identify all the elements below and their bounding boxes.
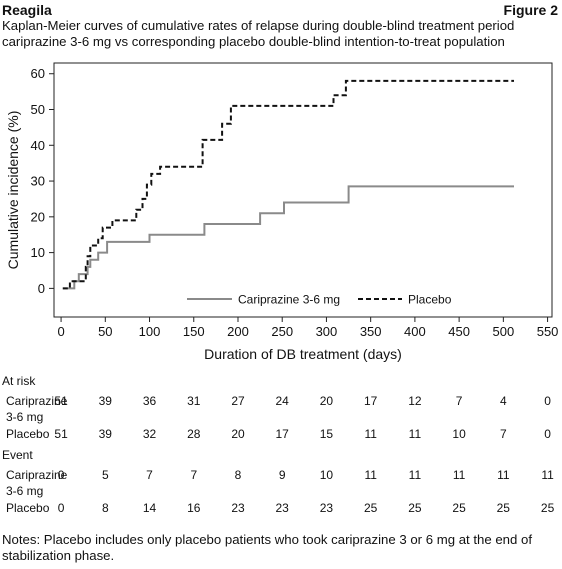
table-cell: 7: [455, 394, 463, 408]
table-cell: 17: [275, 427, 289, 441]
table-cell: 25: [452, 501, 466, 515]
table-cell: 27: [231, 394, 245, 408]
at-risk-header: At risk: [2, 374, 36, 388]
table-cell: 8: [101, 501, 109, 515]
x-tick-label: 50: [98, 324, 112, 339]
table-cell: 39: [98, 394, 112, 408]
table-cell: 36: [142, 394, 157, 408]
table-cell: 9: [278, 468, 286, 482]
x-tick-label: 450: [448, 324, 470, 339]
x-tick-label: 500: [492, 324, 514, 339]
series-line-cariprazine: [62, 185, 514, 290]
row-label: Cariprazine: [6, 468, 68, 482]
x-tick-label: 400: [404, 324, 426, 339]
y-tick-label: 20: [31, 209, 45, 224]
table-cell: 20: [231, 427, 245, 441]
table-cell: 11: [497, 468, 510, 482]
y-tick-label: 30: [31, 174, 45, 189]
x-tick-label: 200: [227, 324, 249, 339]
table-cell: 25: [540, 501, 555, 515]
y-tick-label: 50: [31, 102, 45, 117]
legend-label-cariprazine: Cariprazine 3-6 mg: [238, 293, 340, 307]
table-cell: 14: [142, 501, 157, 515]
y-tick-label: 40: [31, 138, 45, 153]
table-cell: 8: [234, 468, 242, 482]
x-tick-label: 350: [360, 324, 382, 339]
table-cell: 11: [452, 468, 466, 482]
figure-header: Reagila Figure 2: [0, 0, 562, 20]
footnote: Notes: Placebo includes only placebo pat…: [2, 532, 533, 563]
table-cell: 17: [364, 394, 378, 408]
row-label-line2: 3-6 mg: [6, 484, 44, 498]
table-cell: 7: [190, 468, 198, 482]
table-cell: 24: [275, 394, 289, 408]
x-tick-label: 100: [139, 324, 161, 339]
table-cell: 23: [319, 501, 334, 515]
row-label: Placebo: [6, 501, 50, 515]
table-cell: 32: [142, 427, 157, 441]
y-tick-label: 10: [31, 245, 45, 260]
plot-frame: [53, 62, 553, 318]
table-cell: 0: [544, 394, 551, 408]
table-cell: 10: [319, 468, 334, 482]
row-label: Placebo: [6, 427, 50, 441]
y-tick-label: 0: [38, 281, 45, 296]
brand-name: Reagila: [2, 2, 52, 18]
table-cell: 25: [496, 501, 510, 515]
x-tick-label: 550: [537, 324, 559, 339]
event-header: Event: [2, 448, 33, 462]
table-cell: 25: [364, 501, 378, 515]
table-cell: 7: [146, 468, 153, 482]
table-cell: 28: [187, 427, 201, 441]
x-tick-label: 150: [183, 324, 205, 339]
figure-title: Kaplan-Meier curves of cumulative rates …: [2, 18, 515, 49]
legend-label-placebo: Placebo: [408, 293, 452, 307]
x-axis-title: Duration of DB treatment (days): [204, 346, 402, 362]
table-cell: 0: [57, 501, 65, 515]
row-label: Cariprazine: [6, 394, 68, 408]
table-cell: 12: [408, 394, 422, 408]
table-cell: 0: [57, 468, 65, 482]
table-cell: 11: [408, 427, 422, 441]
figure-number: Figure 2: [503, 2, 558, 18]
table-cell: 0: [544, 427, 551, 441]
table-cell: 23: [275, 501, 289, 515]
table-cell: 31: [187, 394, 201, 408]
table-cell: 11: [364, 468, 377, 482]
x-tick-label: 300: [316, 324, 338, 339]
x-tick-label: 250: [271, 324, 293, 339]
table-cell: 15: [319, 427, 334, 441]
table-cell: 20: [319, 394, 334, 408]
table-cell: 11: [364, 427, 377, 441]
table-cell: 23: [231, 501, 245, 515]
table-cell: 51: [54, 427, 68, 441]
row-label-line2: 3-6 mg: [6, 410, 44, 424]
table-cell: 7: [499, 427, 507, 441]
x-tick-label: 0: [57, 324, 64, 339]
table-cell: 11: [541, 468, 554, 482]
table-cell: 11: [408, 468, 422, 482]
table-cell: 25: [408, 501, 422, 515]
table-cell: 16: [187, 501, 201, 515]
table-cell: 4: [499, 394, 507, 408]
y-axis-title: Cumulative incidence (%): [5, 111, 21, 270]
series-line-placebo: [62, 79, 514, 290]
table-cell: 51: [54, 394, 68, 408]
table-cell: 10: [452, 427, 466, 441]
table-cell: 5: [101, 468, 109, 482]
table-cell: 39: [98, 427, 112, 441]
y-tick-label: 60: [31, 66, 45, 81]
